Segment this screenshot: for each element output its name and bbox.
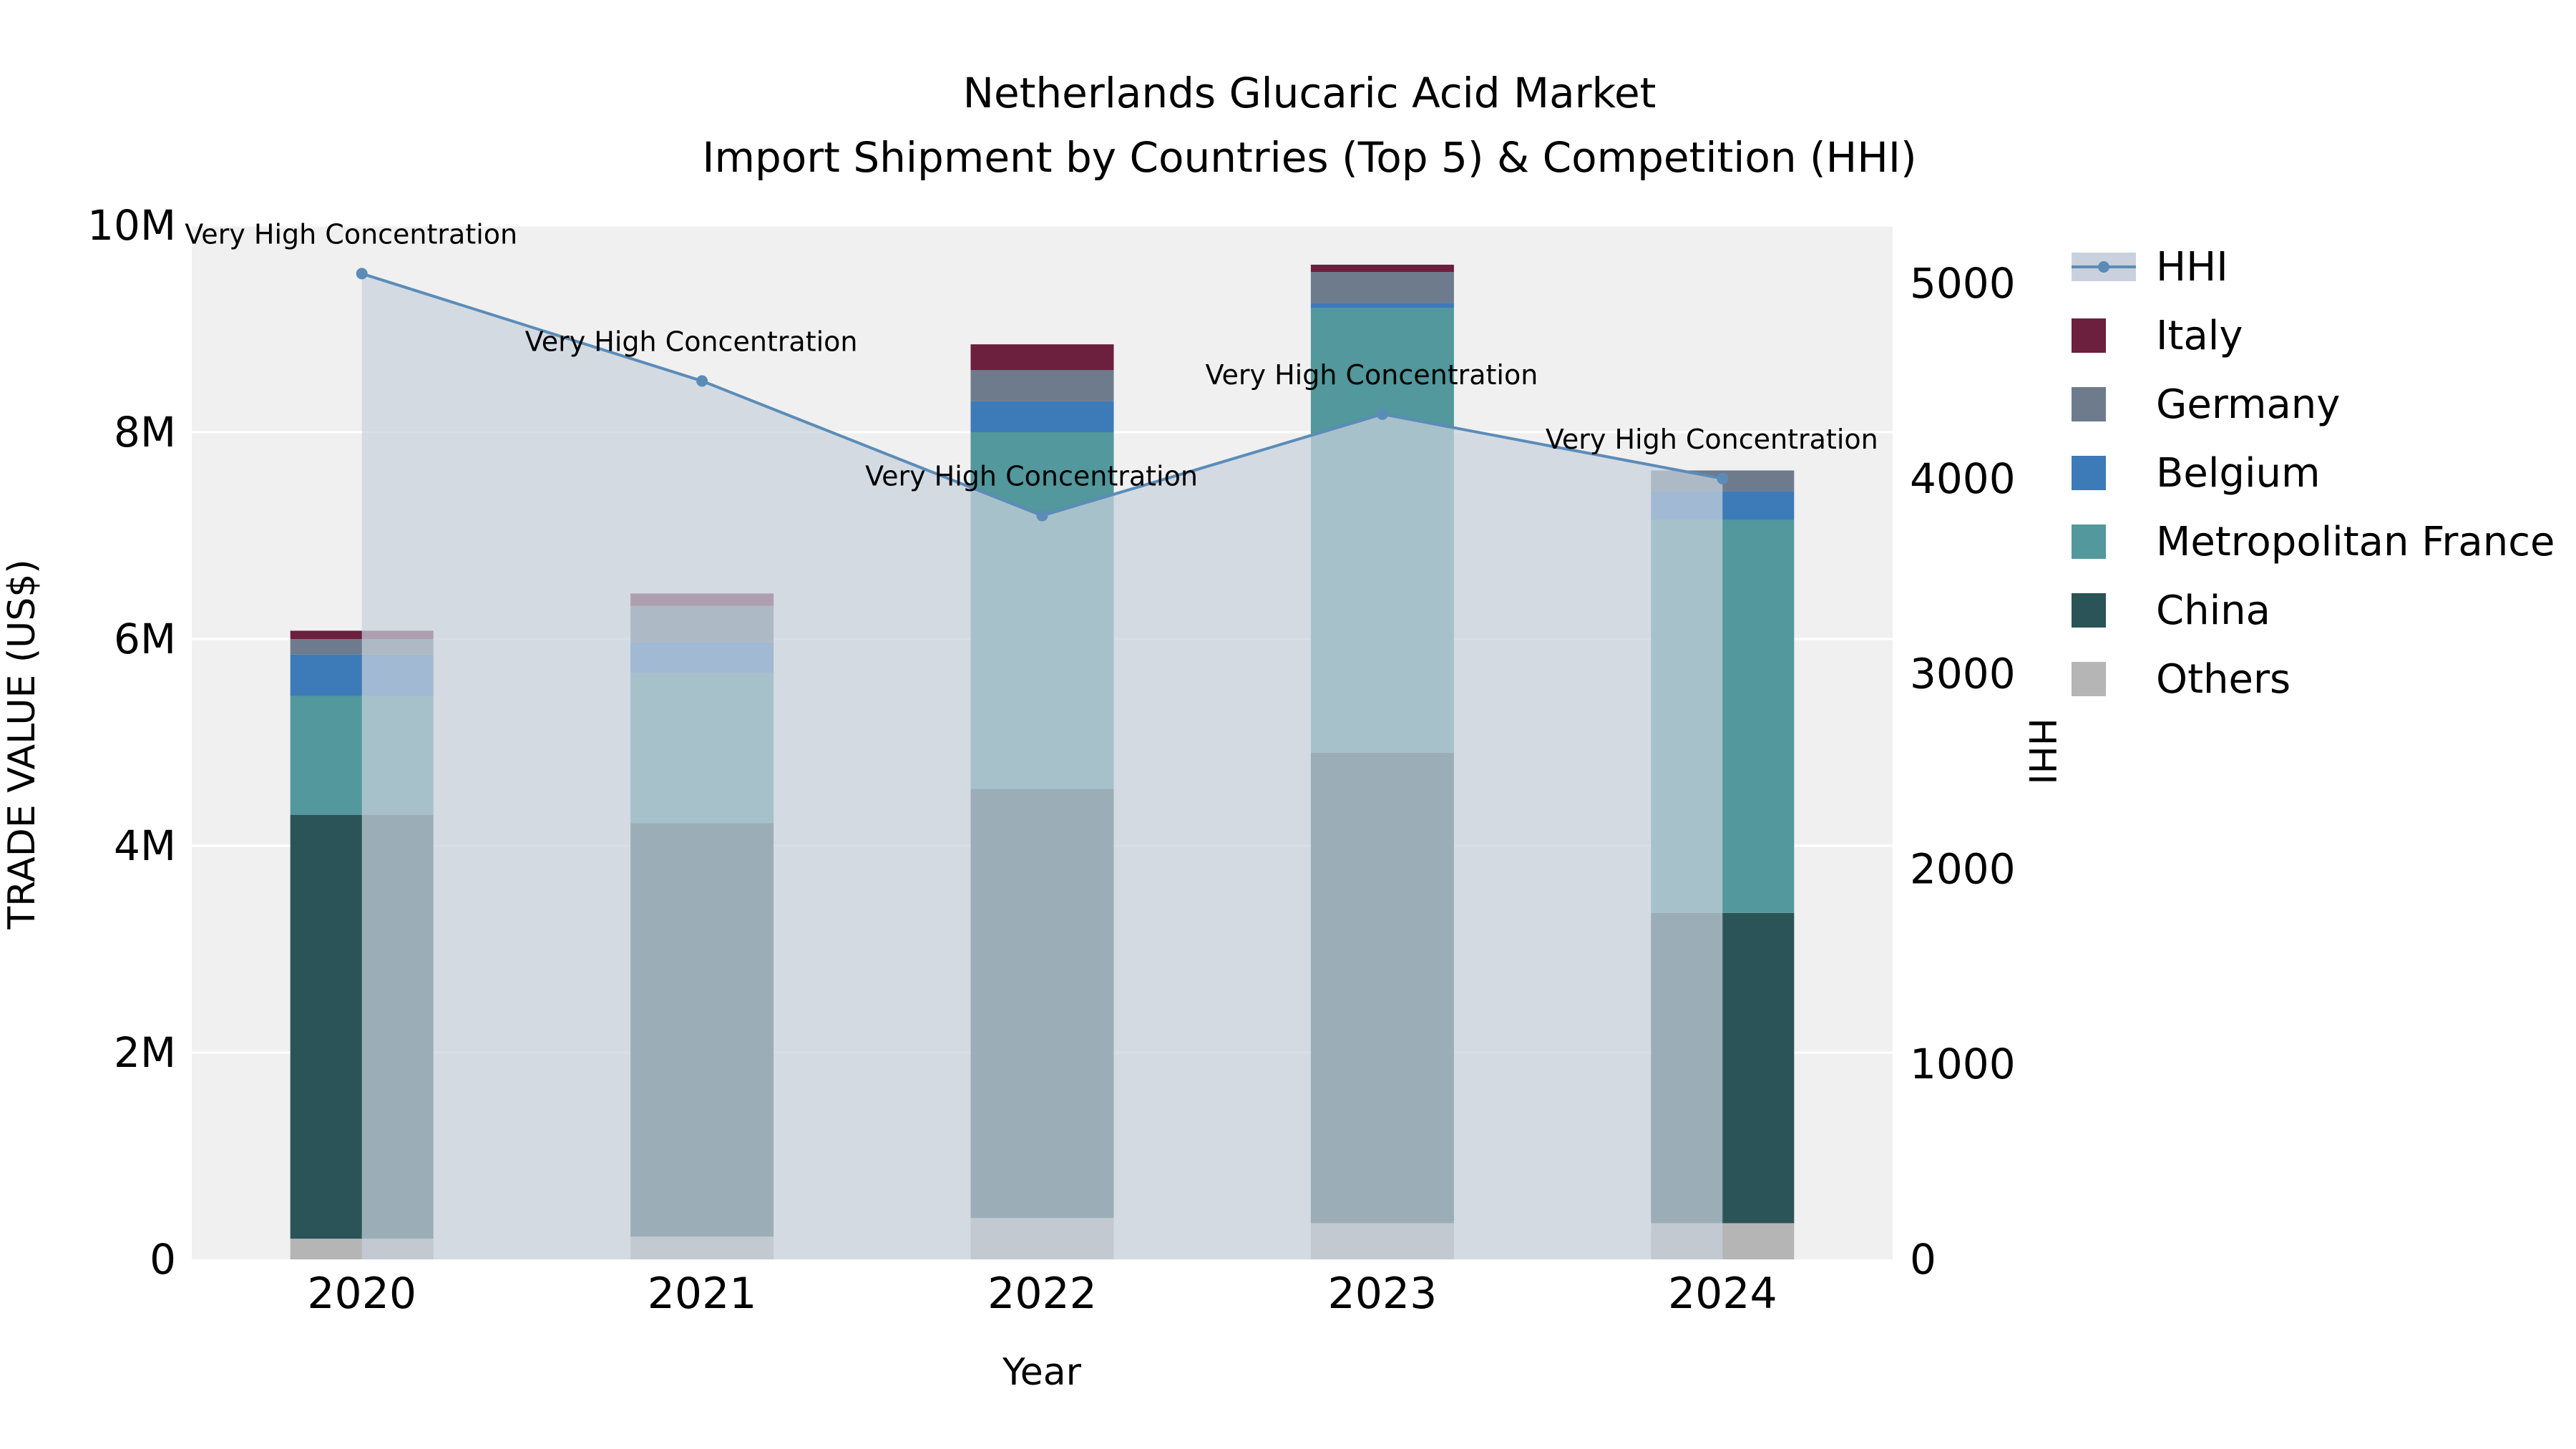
hhi-annotation-2022: Very High Concentration [865,461,1198,492]
y-left-tick-label: 8M [114,408,176,457]
hhi-marker-2020 [356,268,368,280]
y-left-tick-label: 2M [114,1028,176,1077]
x-axis-label: Year [1002,1351,1082,1394]
y-right-tick-label: 5000 [1910,259,2016,308]
legend-swatch-belgium [2072,456,2106,490]
hhi-marker-2021 [696,375,708,387]
legend-label-china: China [2156,587,2270,634]
legend-hhi-marker [2098,261,2109,273]
y-right-tick-label: 1000 [1910,1040,2016,1088]
bar-segment-italy-2023 [1310,264,1454,273]
hhi-annotation-2021: Very High Concentration [525,326,858,357]
y-left-tick-label: 4M [114,821,176,870]
legend-swatch-china [2072,593,2106,628]
hhi-annotation-2020: Very High Concentration [185,218,517,250]
legend-label-italy: Italy [2156,313,2243,359]
y-left-axis-label: TRADE VALUE (US$) [1,559,44,930]
hhi-area [361,273,1723,1259]
bar-segment-belgium-2022 [970,401,1114,432]
y-right-axis-label: HHI [2020,718,2063,785]
legend-label-hhi: HHI [2156,244,2228,291]
hhi-annotation-2024: Very High Concentration [1546,424,1878,455]
bar-segment-germany-2023 [1310,272,1454,303]
chart-layers: Very High Concentration Very High Concent… [87,201,2555,1319]
x-tick-label-2023: 2023 [1328,1269,1438,1319]
y-left-tick-label: 10M [87,201,176,250]
chart-title-line1: Netherlands Glucaric Acid Market [963,69,1657,117]
x-tick-label-2024: 2024 [1668,1269,1777,1319]
y-right-tick-label: 3000 [1910,650,2016,698]
x-tick-label-2021: 2021 [648,1269,757,1319]
chart-title-line2: Import Shipment by Countries (Top 5) & C… [702,133,1916,182]
x-tick-label-2020: 2020 [307,1269,416,1319]
legend-label-belgium: Belgium [2156,450,2321,497]
legend-label-metropolitan-france: Metropolitan France [2156,519,2555,565]
y-right-tick-label: 2000 [1910,844,2016,893]
hhi-marker-2022 [1036,509,1048,522]
legend-swatch-others [2072,662,2106,696]
hhi-marker-2023 [1376,408,1388,420]
bar-segment-belgium-2023 [1310,303,1454,308]
legend-swatch-germany [2072,387,2106,421]
legend-swatch-italy [2072,318,2106,353]
y-left-tick-label: 6M [114,615,176,663]
y-right-tick-label: 4000 [1910,454,2016,503]
legend-swatch-metropolitan-france [2072,525,2106,559]
y-right-tick-label: 0 [1910,1235,1936,1284]
legend-label-germany: Germany [2156,381,2340,428]
hhi-marker-2024 [1717,472,1729,484]
hhi-annotation-2023: Very High Concentration [1205,359,1538,391]
x-tick-label-2022: 2022 [987,1269,1097,1319]
bar-segment-italy-2022 [970,344,1114,371]
y-left-tick-label: 0 [150,1235,176,1284]
legend-label-others: Others [2156,656,2290,703]
bar-segment-germany-2022 [970,370,1114,401]
